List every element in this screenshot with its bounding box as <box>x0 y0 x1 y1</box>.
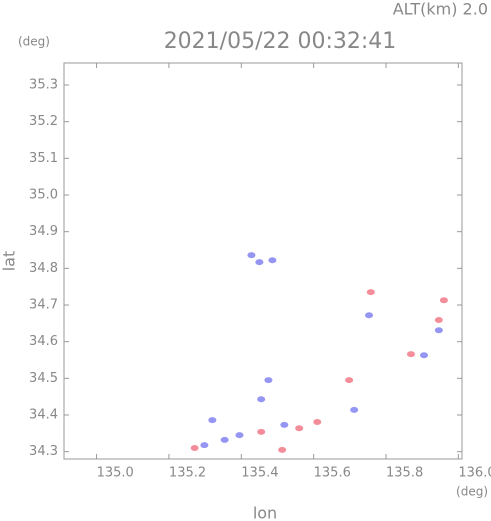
echo <box>313 418 322 425</box>
x-axis-label: lon <box>253 504 277 521</box>
echo <box>280 421 289 428</box>
y-tick-label: 35.1 <box>29 151 58 166</box>
y-tick-label: 34.7 <box>29 298 58 313</box>
x-tick-label: 135.2 <box>169 466 206 481</box>
echo <box>235 432 244 439</box>
echo <box>208 417 217 424</box>
echo <box>406 351 415 358</box>
echo <box>257 396 266 403</box>
y-tick-label: 34.9 <box>29 224 58 239</box>
echo <box>434 317 443 324</box>
echo <box>434 327 443 334</box>
x-tick-label: 135.6 <box>314 466 351 481</box>
y-axis-label: lat <box>0 251 19 272</box>
echo <box>278 446 287 453</box>
y-tick-label: 35.0 <box>29 188 58 203</box>
x-tick-label: 135.4 <box>241 466 278 481</box>
echo <box>190 445 199 451</box>
echo <box>295 425 304 432</box>
y-tick-label: 34.3 <box>29 444 58 459</box>
echo <box>264 377 273 384</box>
echo <box>247 252 256 259</box>
echo <box>350 406 359 413</box>
echo <box>420 352 429 359</box>
plot-frame <box>63 62 463 460</box>
y-tick-label: 34.6 <box>29 334 58 349</box>
x-unit: (deg) <box>456 485 488 499</box>
echo <box>365 312 374 319</box>
echo <box>257 428 266 435</box>
echo <box>255 259 264 266</box>
x-tick-label: 135.8 <box>386 466 423 481</box>
echo <box>345 377 354 384</box>
y-tick-label: 34.4 <box>29 408 58 423</box>
echo <box>220 436 229 443</box>
echo <box>200 442 209 449</box>
echo <box>366 289 375 296</box>
y-tick-label: 35.2 <box>29 114 58 129</box>
y-tick-label: 34.8 <box>29 261 58 276</box>
y-unit: (deg) <box>18 35 50 49</box>
x-tick-label: 136.0 <box>458 466 491 481</box>
echo <box>439 297 448 304</box>
chart-title: 2021/05/22 00:32:41 <box>164 29 397 54</box>
x-tick-label: 135.0 <box>97 466 134 481</box>
y-tick-label: 35.3 <box>29 78 58 93</box>
echo <box>268 257 277 264</box>
altitude-label: ALT(km) 2.0 <box>393 0 488 19</box>
y-tick-label: 34.5 <box>29 371 58 386</box>
